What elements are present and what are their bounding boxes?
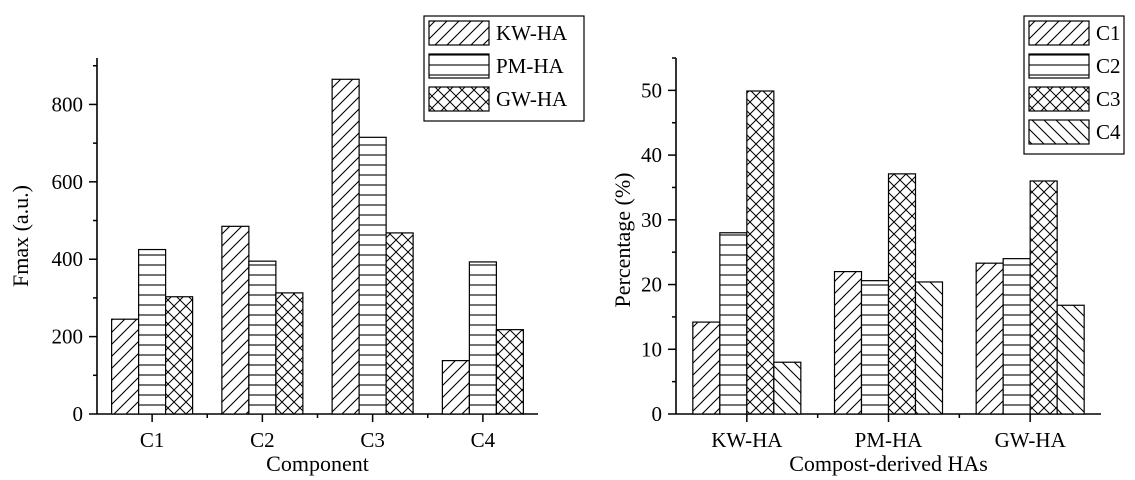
legend-swatch-gw-ha [428,86,490,112]
bar-c2-gw-ha [1002,258,1031,415]
bar-pm-ha-c3 [358,136,387,415]
bar-c1-pm-ha [833,271,863,415]
bar-kw-ha-c3 [331,78,360,415]
y-tick-label: 0 [652,402,663,426]
bar-c3-kw-ha [746,90,775,415]
bar-pm-ha-c2 [248,260,277,415]
bar-pm-ha-c4 [468,261,497,415]
y-tick-label: 30 [641,208,662,232]
legend-label: C2 [1096,54,1121,78]
bar-gw-ha-c4 [495,329,524,415]
x-tick-label: KW-HA [711,428,783,452]
bar-gw-ha-c1 [165,296,194,415]
bar-c4-gw-ha [1056,304,1085,415]
x-tick-label: C1 [140,428,165,452]
y-tick-label: 10 [641,337,662,361]
legend-label: PM-HA [496,54,565,78]
bar-c1-kw-ha [692,321,721,415]
legend-swatch-c3 [1028,86,1090,112]
legend-label: C4 [1096,120,1121,144]
x-tick-label: C2 [250,428,275,452]
bar-c4-kw-ha [773,361,802,415]
bar-c1-gw-ha [975,262,1004,415]
bar-c3-pm-ha [887,173,917,415]
bar-c2-kw-ha [719,232,748,415]
y-tick-label: 20 [641,273,662,297]
y-tick-label: 0 [73,402,84,426]
bar-kw-ha-c4 [441,360,470,415]
y-axis-title: Fmax (a.u.) [8,185,33,287]
legend-label: C3 [1096,87,1121,111]
x-axis-title: Component [266,451,369,476]
legend-swatch-pm-ha [428,53,490,79]
legend: C1 C2 C3 C4 [1023,15,1125,155]
bar-kw-ha-c1 [111,318,140,415]
bar-c2-pm-ha [860,280,890,415]
x-tick-label: C3 [360,428,385,452]
y-tick-label: 800 [52,92,84,116]
chart-panel-percentage: 0 10 20 30 40 50 KW-HA PM-HA GW-HA Compost-derive… [610,15,1125,476]
y-tick-label: 200 [52,325,84,349]
legend: KW-HA PM-HA GW-HA [423,15,585,122]
legend-swatch-c4 [1028,119,1090,145]
bar-gw-ha-c2 [275,292,304,415]
bar-pm-ha-c1 [138,248,167,415]
chart-panel-fmax: 0 200 400 600 800 C1 C2 C3 C4 Component Fmax (a.u.… [8,15,585,476]
legend-swatch-kw-ha [428,20,490,46]
bar-gw-ha-c3 [385,232,414,415]
legend-swatch-c1 [1028,20,1090,46]
x-axis-title: Compost-derived HAs [789,451,988,476]
x-tick-label: GW-HA [995,428,1067,452]
legend-label: GW-HA [496,87,568,111]
legend-label: KW-HA [496,21,568,45]
bar-kw-ha-c2 [221,225,250,415]
y-tick-label: 400 [52,247,84,271]
bar-c3-gw-ha [1029,180,1058,415]
x-tick-label: C4 [471,428,496,452]
x-tick-label: PM-HA [855,428,924,452]
y-tick-label: 40 [641,143,662,167]
y-axis-title: Percentage (%) [610,173,635,308]
legend-label: C1 [1096,21,1121,45]
bar-c4-pm-ha [914,281,944,415]
legend-swatch-c2 [1028,53,1090,79]
y-tick-label: 50 [641,78,662,102]
y-tick-label: 600 [52,170,84,194]
